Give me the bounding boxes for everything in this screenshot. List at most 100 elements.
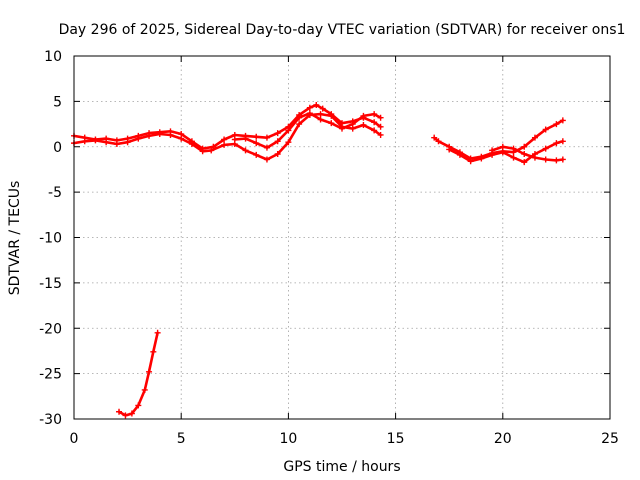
- data-point: [306, 104, 313, 111]
- data-point: [81, 138, 88, 145]
- data-point: [467, 158, 474, 165]
- data-point: [446, 146, 453, 153]
- data-point: [146, 132, 153, 139]
- data-point: [553, 121, 560, 128]
- data-point: [521, 143, 528, 150]
- y-tick-label: -5: [48, 185, 62, 201]
- y-tick-label: -20: [39, 321, 62, 337]
- data-point: [510, 154, 517, 161]
- data-point: [521, 151, 528, 158]
- data-point: [559, 138, 566, 145]
- data-point: [553, 140, 560, 147]
- data-point: [188, 141, 195, 148]
- data-point: [135, 135, 142, 142]
- data-point: [521, 159, 528, 166]
- series-line-arc-4: [432, 119, 565, 160]
- data-point: [116, 408, 123, 415]
- data-point: [328, 120, 335, 127]
- data-point: [431, 134, 438, 141]
- data-point: [319, 105, 326, 112]
- data-point: [553, 157, 560, 164]
- data-point: [221, 136, 228, 143]
- data-point: [360, 112, 367, 119]
- data-point: [178, 135, 185, 142]
- data-point: [167, 131, 174, 138]
- data-point: [339, 125, 345, 132]
- x-tick-label: 20: [494, 431, 512, 447]
- data-point: [128, 410, 135, 417]
- grid: [74, 56, 610, 419]
- data-point: [317, 116, 324, 123]
- y-tick-label: 10: [44, 49, 62, 65]
- data-point: [285, 139, 292, 146]
- data-point: [122, 412, 129, 419]
- data-point: [253, 140, 260, 147]
- data-point: [542, 145, 549, 152]
- x-axis-label: GPS time / hours: [283, 459, 400, 475]
- data-point: [531, 154, 538, 161]
- data-point: [489, 147, 496, 154]
- data-point: [150, 348, 157, 355]
- data-point: [263, 156, 270, 163]
- data-point: [377, 131, 384, 138]
- data-point: [510, 145, 517, 152]
- data-point: [274, 151, 281, 158]
- x-tick-label: 15: [387, 431, 405, 447]
- data-point: [377, 114, 384, 121]
- data-point: [559, 117, 566, 124]
- data-point: [124, 139, 131, 146]
- series-line-arc-1: [72, 103, 382, 150]
- series-line-arc-5: [447, 140, 565, 164]
- data-point: [360, 121, 367, 128]
- data-point: [371, 119, 378, 126]
- y-tick-label: 5: [53, 94, 62, 110]
- data-point: [435, 138, 442, 145]
- data-point: [113, 141, 120, 148]
- data-point: [296, 121, 303, 128]
- data-point: [531, 134, 538, 141]
- data-point: [208, 147, 215, 154]
- x-tick-label: 0: [70, 431, 79, 447]
- data-point: [103, 139, 110, 146]
- data-point: [317, 111, 324, 118]
- data-point: [542, 156, 549, 163]
- data-point: [456, 151, 463, 158]
- y-axis-label: SDTVAR / TECUs: [7, 181, 23, 296]
- data-point: [542, 126, 549, 133]
- data-point: [559, 156, 566, 163]
- data-point: [253, 151, 260, 158]
- data-point: [296, 114, 303, 121]
- axis-ticks: 0 5 10 15 20 25 -30 -25 -20 -15 -10 -5 0 5 10: [39, 49, 619, 447]
- data-point: [499, 149, 506, 156]
- y-tick-label: -15: [39, 276, 62, 292]
- data-point: [349, 121, 356, 128]
- data-point: [274, 130, 281, 137]
- data-point: [253, 133, 260, 140]
- data-point: [135, 402, 142, 409]
- data-point: [242, 135, 249, 142]
- y-tick-label: -25: [39, 367, 62, 383]
- data-point: [371, 111, 378, 118]
- data-point: [478, 155, 485, 162]
- x-tick-label: 25: [601, 431, 619, 447]
- y-tick-label: -10: [39, 231, 62, 247]
- data-point: [199, 148, 206, 155]
- data-point: [377, 123, 384, 130]
- data-point: [221, 141, 228, 148]
- chart-title: Day 296 of 2025, Sidereal Day-to-day VTE…: [59, 22, 626, 38]
- data-point: [242, 147, 249, 154]
- data-point: [313, 102, 320, 109]
- data-point: [274, 138, 281, 145]
- data-point: [146, 368, 153, 375]
- data-point: [154, 329, 161, 336]
- y-tick-label: 0: [53, 140, 62, 156]
- data-point: [371, 127, 378, 134]
- data-point: [306, 110, 313, 117]
- data-point: [328, 112, 335, 119]
- data-point: [263, 144, 270, 151]
- data-point: [499, 143, 506, 150]
- x-tick-label: 10: [279, 431, 297, 447]
- series-group: [71, 102, 566, 419]
- data-point: [156, 131, 163, 138]
